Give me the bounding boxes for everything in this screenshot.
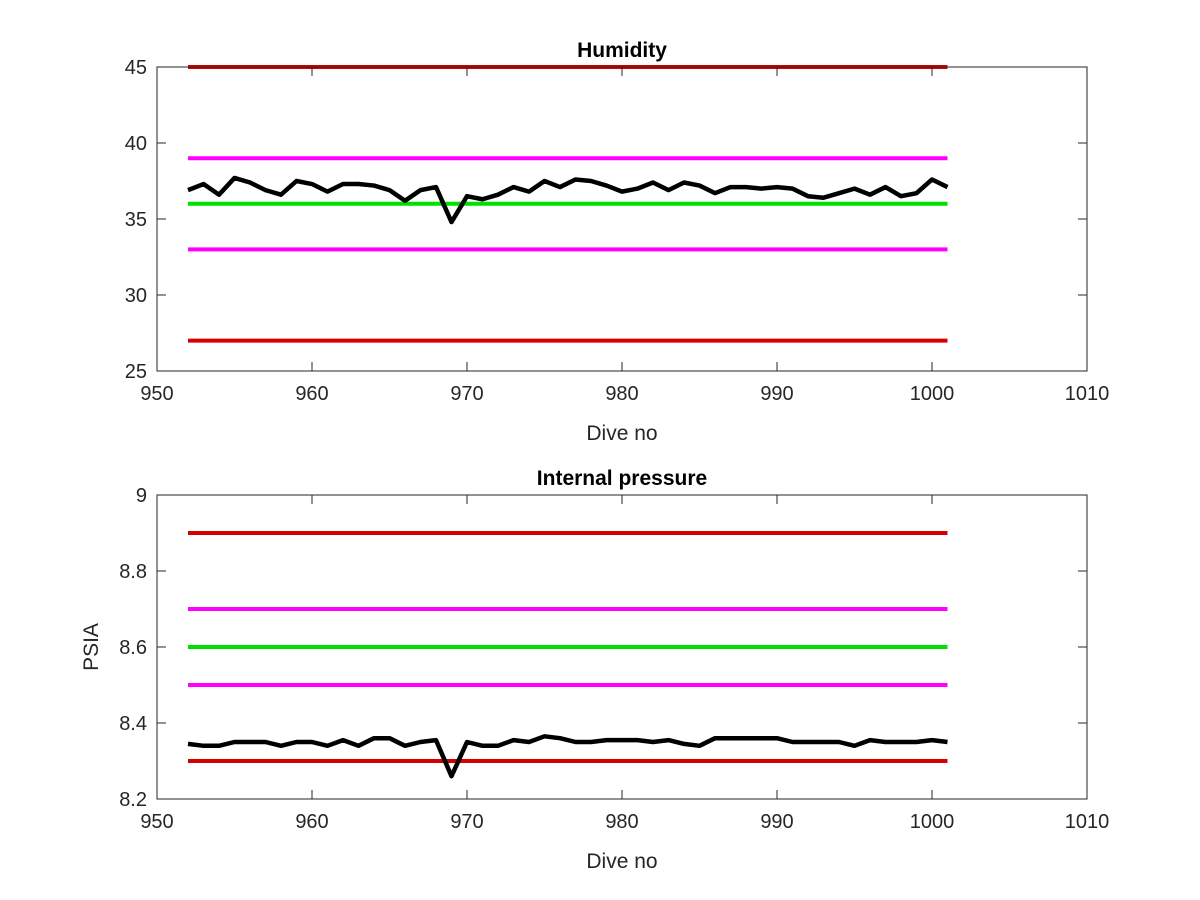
humidity-plot-area (157, 67, 1087, 371)
humidity-y-tick-label: 45 (125, 57, 147, 79)
pressure-x-tick-label: 980 (605, 811, 638, 833)
humidity-y-ticks: 25 30 35 40 45 (125, 57, 1087, 383)
humidity-panel: 950 960 970 980 990 1000 1010 25 30 35 40 45 Humid… (125, 39, 1110, 445)
pressure-chart-title: Internal pressure (537, 467, 707, 490)
humidity-x-tick-label: 960 (295, 383, 328, 405)
pressure-x-tick-label: 1000 (910, 811, 955, 833)
pressure-x-axis-label: Dive no (586, 850, 657, 873)
pressure-x-ticks: 950 960 970 980 990 1000 1010 (140, 495, 1109, 833)
pressure-x-tick-label: 950 (140, 811, 173, 833)
pressure-reference-lines (188, 531, 948, 763)
humidity-x-ticks: 950 960 970 980 990 1000 1010 (140, 67, 1109, 405)
pressure-series-group (187, 734, 948, 779)
humidity-chart-title: Humidity (577, 39, 667, 62)
pressure-data-series-0 (187, 734, 948, 779)
pressure-x-tick-label: 1010 (1065, 811, 1110, 833)
humidity-x-tick-label: 980 (605, 383, 638, 405)
humidity-x-tick-label: 950 (140, 383, 173, 405)
pressure-panel: 950 960 970 980 990 1000 1010 8.2 8.4 8.6 8.8 9 In… (80, 467, 1109, 873)
humidity-x-tick-label: 990 (760, 383, 793, 405)
pressure-y-ticks: 8.2 8.4 8.6 8.8 9 (119, 485, 1087, 811)
humidity-data-series-0 (187, 175, 949, 225)
humidity-series-group (187, 175, 949, 225)
pressure-y-axis-label: PSIA (80, 623, 103, 671)
humidity-y-tick-label: 35 (125, 209, 147, 231)
pressure-x-tick-label: 960 (295, 811, 328, 833)
humidity-x-axis-label: Dive no (586, 422, 657, 445)
humidity-x-tick-label: 970 (450, 383, 483, 405)
pressure-y-tick-label: 9 (136, 485, 147, 507)
humidity-y-tick-label: 25 (125, 361, 147, 383)
pressure-y-tick-label: 8.4 (119, 713, 147, 735)
humidity-x-tick-label: 1000 (910, 383, 955, 405)
humidity-y-tick-label: 40 (125, 133, 147, 155)
pressure-y-tick-label: 8.8 (119, 561, 147, 583)
pressure-y-tick-label: 8.2 (119, 789, 147, 811)
humidity-y-tick-label: 30 (125, 285, 147, 307)
humidity-x-tick-label: 1010 (1065, 383, 1110, 405)
pressure-x-tick-label: 990 (760, 811, 793, 833)
pressure-y-tick-label: 8.6 (119, 637, 147, 659)
pressure-x-tick-label: 970 (450, 811, 483, 833)
